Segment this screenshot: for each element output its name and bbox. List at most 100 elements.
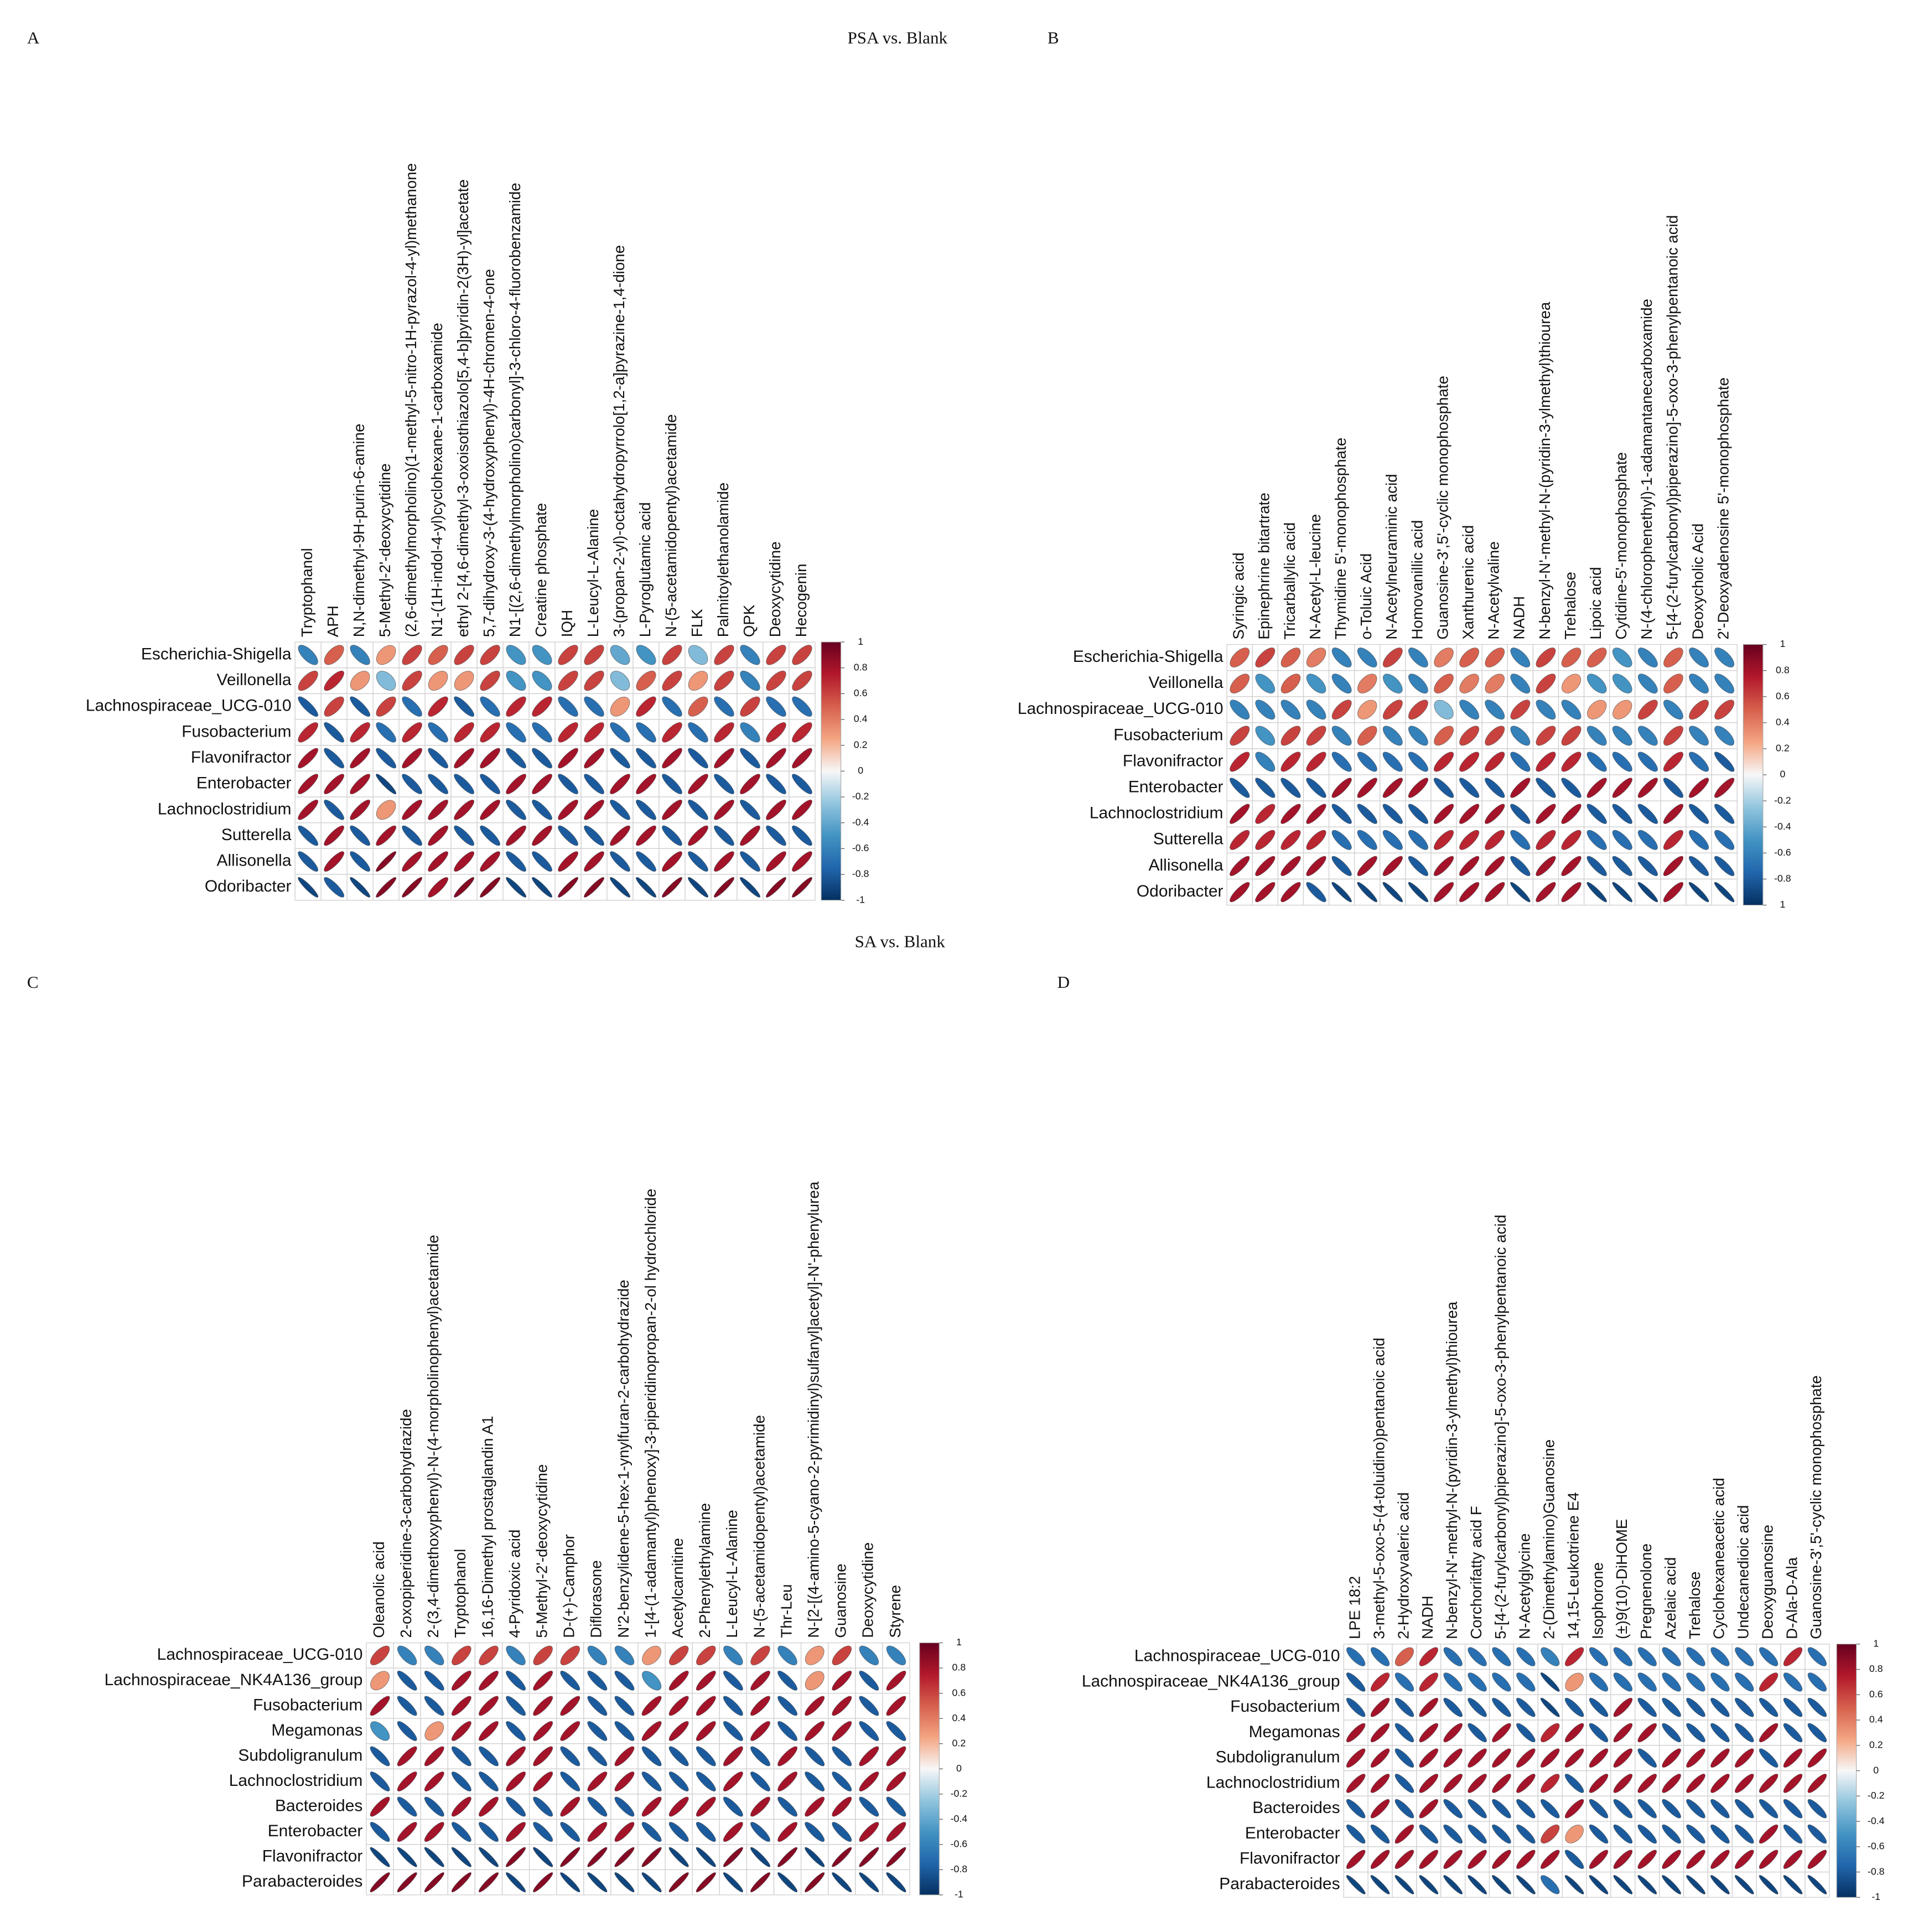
- corr-ellipse: [777, 1847, 798, 1867]
- colorbar: [1743, 644, 1764, 906]
- corr-ellipse: [558, 877, 579, 898]
- corr-ellipse: [1612, 648, 1632, 667]
- corr-ellipse: [1485, 778, 1505, 798]
- corr-ellipse: [1443, 1672, 1463, 1692]
- corr-ellipse: [1663, 856, 1684, 876]
- corr-ellipse: [1434, 726, 1454, 746]
- column-label: L-Leucyl-L-Alanine: [723, 1510, 740, 1638]
- corr-ellipse: [688, 877, 708, 898]
- row-label: Lachnospiraceae_UCG-010: [86, 697, 292, 715]
- corr-ellipse: [1689, 700, 1709, 720]
- corr-ellipse: [1510, 648, 1531, 667]
- corr-ellipse: [766, 696, 786, 717]
- corr-ellipse: [1408, 752, 1428, 772]
- corr-ellipse: [402, 800, 422, 820]
- row-label: Megamonas: [1249, 1723, 1340, 1741]
- corr-ellipse: [1735, 1647, 1754, 1666]
- colorbar-tick-label: 0.6: [1869, 1688, 1883, 1700]
- row-label: Fusobacterium: [253, 1696, 362, 1714]
- row-label: Bacteroides: [275, 1796, 362, 1815]
- column-label: 5-[4-(2-furylcarbonyl)piperazino]-5-oxo-…: [1663, 215, 1681, 640]
- corr-ellipse: [370, 1721, 390, 1741]
- chart-title: SA vs. Blank: [855, 932, 946, 951]
- corr-ellipse: [668, 1822, 689, 1842]
- corr-ellipse: [397, 1696, 417, 1716]
- corr-ellipse: [424, 1796, 444, 1817]
- row-label: Lachnospiraceae_NK4A136_group: [1082, 1672, 1340, 1690]
- corr-ellipse: [641, 1746, 662, 1767]
- corr-ellipse: [1408, 700, 1428, 720]
- corr-ellipse: [1492, 1723, 1511, 1743]
- corr-ellipse: [1536, 830, 1556, 850]
- corr-ellipse: [1561, 804, 1582, 824]
- corr-ellipse: [1485, 752, 1505, 772]
- chart-title: PSA vs. Blank: [848, 28, 948, 48]
- corr-ellipse: [1280, 778, 1301, 798]
- colorbar: [919, 1642, 940, 1895]
- column-label: 2'-Deoxyadenosine 5'-monophosphate: [1714, 377, 1731, 640]
- corr-ellipse: [1510, 778, 1531, 798]
- corr-ellipse: [832, 1772, 852, 1791]
- corr-ellipse: [479, 1746, 499, 1767]
- column-label: N'2-benzylidene-5-hex-1-ynylfuran-2-carb…: [615, 1280, 632, 1638]
- corr-ellipse: [1280, 856, 1301, 876]
- corr-ellipse: [1637, 1697, 1657, 1717]
- corr-ellipse: [1662, 1647, 1681, 1666]
- column-label: Homovanillic acid: [1408, 520, 1425, 640]
- row-label: Lachnospiraceae_NK4A136_group: [105, 1671, 363, 1689]
- corr-ellipse: [610, 774, 630, 795]
- corr-ellipse: [714, 800, 734, 820]
- corr-ellipse: [584, 670, 604, 691]
- corr-ellipse: [584, 800, 604, 820]
- column-label: Thymidine 5'-monophosphate: [1332, 438, 1349, 640]
- corr-ellipse: [1589, 1748, 1609, 1768]
- corr-ellipse: [1433, 778, 1454, 798]
- colorbar: [821, 641, 842, 901]
- corr-ellipse: [662, 722, 682, 743]
- corr-ellipse: [859, 1746, 879, 1767]
- column-label: N-Acetyl-L-leucine: [1306, 514, 1324, 640]
- corr-ellipse: [1459, 674, 1479, 693]
- corr-ellipse: [1710, 1875, 1730, 1894]
- colorbar-tick-label: -0.8: [951, 1863, 968, 1874]
- corr-ellipse: [805, 1671, 825, 1691]
- corr-ellipse: [1394, 1850, 1414, 1869]
- corr-ellipse: [402, 774, 422, 795]
- corr-ellipse: [506, 1721, 526, 1741]
- corr-ellipse: [805, 1645, 825, 1665]
- corr-ellipse: [1689, 752, 1709, 772]
- corr-ellipse: [641, 1721, 662, 1741]
- corr-ellipse: [1663, 804, 1684, 824]
- colorbar-tick-label: 0.8: [1869, 1663, 1883, 1674]
- corr-ellipse: [805, 1872, 825, 1893]
- corr-ellipse: [1346, 1748, 1366, 1768]
- corr-ellipse: [1710, 1647, 1730, 1666]
- corr-ellipse: [696, 1772, 716, 1791]
- corr-ellipse: [506, 851, 526, 872]
- corr-ellipse: [370, 1822, 390, 1842]
- corr-ellipse: [1346, 1875, 1366, 1894]
- colorbar-tick-label: -0.4: [1774, 821, 1791, 832]
- corr-ellipse: [1485, 726, 1505, 746]
- corr-ellipse: [1443, 1748, 1463, 1768]
- corr-ellipse: [1394, 1672, 1414, 1692]
- corr-ellipse: [479, 1721, 499, 1741]
- corr-ellipse: [832, 1746, 852, 1767]
- corr-ellipse: [298, 722, 318, 743]
- corr-ellipse: [454, 671, 474, 691]
- corr-ellipse: [636, 800, 656, 820]
- corr-ellipse: [402, 877, 423, 898]
- corr-ellipse: [533, 1847, 553, 1867]
- corr-ellipse: [1230, 674, 1250, 693]
- row-label: Enterobacter: [1128, 778, 1223, 796]
- row-label: Enterobacter: [268, 1822, 363, 1840]
- row-label: Veillonella: [1148, 674, 1223, 692]
- corr-ellipse: [587, 1746, 608, 1767]
- corr-ellipse: [1561, 882, 1582, 903]
- corr-ellipse: [1357, 856, 1377, 876]
- corr-ellipse: [1586, 830, 1607, 850]
- corr-ellipse: [1686, 1824, 1705, 1844]
- corr-ellipse: [1536, 726, 1556, 746]
- corr-ellipse: [1612, 752, 1632, 772]
- corr-ellipse: [766, 800, 786, 820]
